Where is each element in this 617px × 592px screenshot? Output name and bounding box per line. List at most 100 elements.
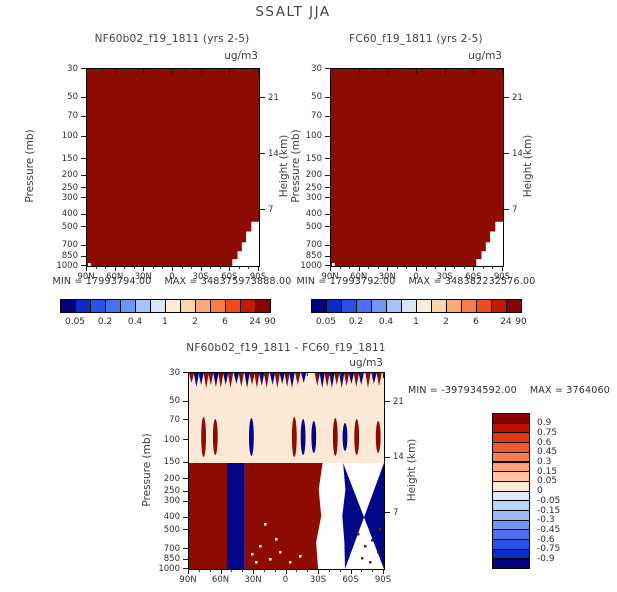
pressure-tick-label: 400 <box>61 209 78 220</box>
colorbar-segment <box>180 299 196 313</box>
lat-tick <box>95 69 97 72</box>
pressure-tick <box>183 478 188 480</box>
pressure-tick <box>183 400 188 402</box>
lat-tick-label: 60S <box>465 272 482 282</box>
lat-tick <box>198 373 200 376</box>
pressure-tick-label: 30 <box>169 367 180 378</box>
colorbar-label: 2 <box>192 317 198 327</box>
pressure-tick <box>325 115 330 117</box>
colorbar-segment <box>165 299 181 313</box>
pressure-tick <box>325 174 330 176</box>
colorbar-segment <box>506 299 522 313</box>
colorbar-segment <box>90 299 106 313</box>
lat-tick <box>210 266 212 269</box>
pressure-tick <box>81 158 86 160</box>
colorbar-label: 0.2 <box>348 317 364 327</box>
lat-tick-label: 0 <box>169 272 175 282</box>
pressure-tick-label: 150 <box>61 153 78 164</box>
lat-tick <box>492 69 494 72</box>
pressure-tick-label: 1000 <box>300 260 322 271</box>
lat-tick-label: 90N <box>77 272 95 282</box>
lat-tick <box>377 69 379 72</box>
lat-tick <box>231 373 233 376</box>
colorbar-segment <box>195 299 211 313</box>
height-tick-label: 21 <box>393 396 404 407</box>
lat-tick <box>330 266 331 271</box>
colorbar-segment <box>431 299 447 313</box>
pressure-tick-label: 300 <box>61 192 78 203</box>
pressure-tick-label: 50 <box>169 396 180 407</box>
pressure-tick <box>325 255 330 257</box>
diff-colorbar-label: 0.3 <box>537 457 552 467</box>
pressure-tick-label: 700 <box>163 543 180 554</box>
lat-tick-label: 0 <box>282 575 289 585</box>
lat-tick-label: 60S <box>221 272 238 282</box>
lat-tick <box>339 373 341 376</box>
colorbar-label: 2 <box>443 317 449 327</box>
lat-tick <box>86 266 87 271</box>
diff-colorbar-segment <box>492 558 530 570</box>
pressure-tick-label: 300 <box>163 496 180 507</box>
lat-tick <box>307 569 309 572</box>
pressure-tick <box>325 135 330 137</box>
lat-tick <box>124 266 126 269</box>
lat-tick <box>220 569 222 574</box>
lat-tick <box>473 69 475 74</box>
lat-tick <box>350 569 352 574</box>
lat-tick <box>198 569 200 572</box>
pressure-tick <box>325 244 330 246</box>
lat-tick <box>229 266 231 271</box>
pressure-tick-label: 150 <box>163 457 180 468</box>
lat-tick <box>188 373 189 378</box>
height-tick-label: 7 <box>393 507 399 518</box>
colorbar-segment <box>416 299 432 313</box>
colorbar-segment <box>386 299 402 313</box>
pressure-tick-label: 300 <box>305 192 322 203</box>
lat-tick <box>86 69 87 74</box>
lat-tick-label: 0 <box>413 272 419 282</box>
lat-tick <box>229 69 231 74</box>
max-value: MAX = 348382232576.00 <box>408 276 536 287</box>
lat-tick <box>263 373 265 376</box>
pressure-tick-label: 30 <box>311 63 322 74</box>
lat-tick <box>502 69 503 74</box>
pressure-tick-label: 500 <box>163 524 180 535</box>
figure-title: SSALT JJA <box>255 4 331 20</box>
colorbar-segment <box>210 299 226 313</box>
height-axis-label-right: Height (km) <box>522 134 534 198</box>
height-axis-label-diff: Height (km) <box>406 438 418 502</box>
height-tick-label: 7 <box>268 204 274 215</box>
lat-tick <box>242 569 244 572</box>
pressure-tick <box>183 568 188 569</box>
pressure-tick-label: 70 <box>311 111 322 122</box>
lat-tick <box>330 69 331 74</box>
panel-right-minmax: MIN = 17993792.00 MAX = 348382232576.00 <box>260 276 572 287</box>
lat-tick-label: 30N <box>378 272 396 282</box>
colorbar-segment <box>135 299 151 313</box>
lat-tick <box>328 569 330 572</box>
lat-tick <box>435 69 437 72</box>
lat-tick <box>372 373 374 376</box>
lat-tick <box>416 266 417 271</box>
lat-tick <box>387 69 389 74</box>
lat-tick <box>444 69 446 74</box>
min-value: MIN = 17993792.00 <box>296 276 396 287</box>
height-tick-label: 21 <box>268 92 279 103</box>
min-value: MIN = -397934592.00 <box>408 385 517 396</box>
lat-tick <box>285 373 287 378</box>
colorbar-segment <box>105 299 121 313</box>
panel-diff-units: ug/m3 <box>349 357 383 369</box>
lat-tick <box>454 69 456 72</box>
pressure-tick <box>81 244 86 246</box>
lat-tick <box>454 266 456 269</box>
lat-tick <box>473 266 475 271</box>
lat-tick <box>383 373 384 378</box>
height-tick <box>504 97 509 99</box>
panel-diff-title: NF60b02_f19_1811 - FC60_f19_1811 <box>186 342 386 354</box>
lat-tick-label: 30N <box>134 272 152 282</box>
colorbar-segment <box>371 299 387 313</box>
lat-tick <box>296 569 298 572</box>
lat-tick <box>105 69 107 72</box>
lat-tick <box>238 69 240 72</box>
